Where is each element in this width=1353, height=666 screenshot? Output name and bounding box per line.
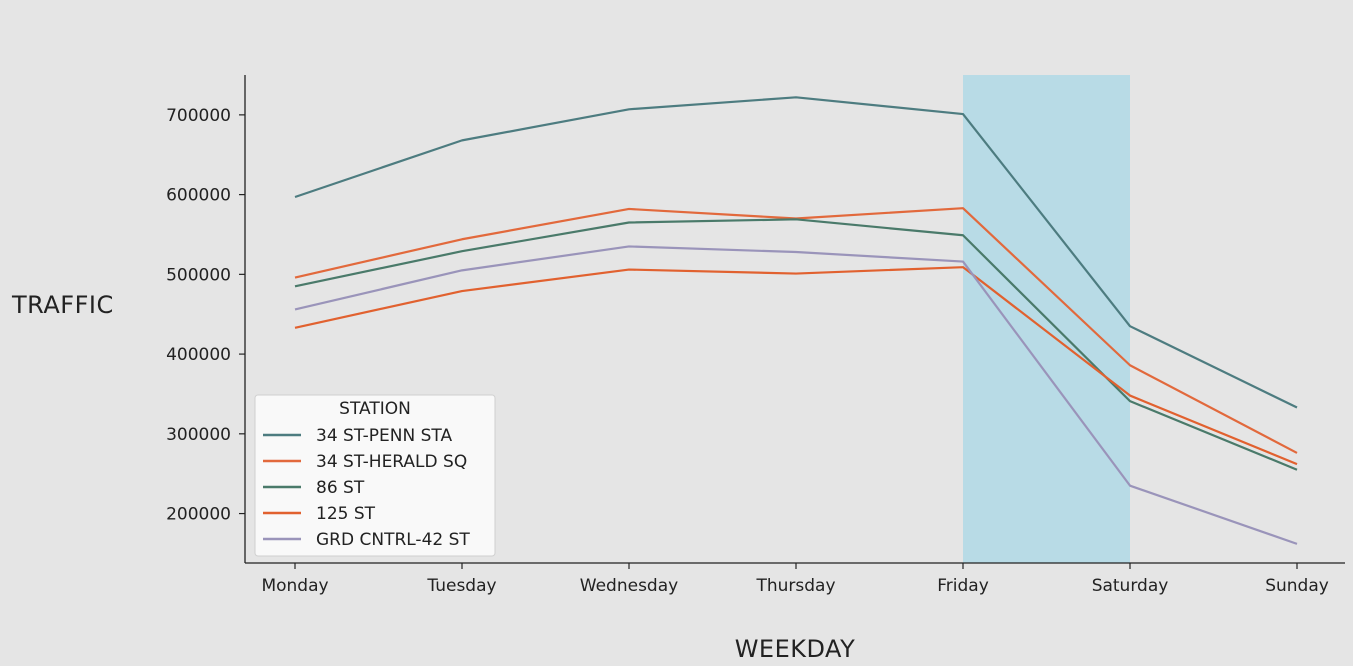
legend-item-label: 34 ST-HERALD SQ — [316, 452, 467, 472]
y-tick-label: 400000 — [166, 345, 231, 365]
series-line — [294, 218, 1298, 471]
legend-item-label: 34 ST-PENN STA — [316, 426, 452, 446]
x-axis-title: WEEKDAY — [735, 635, 856, 663]
series-line — [294, 266, 1298, 466]
y-tick-label: 600000 — [166, 186, 231, 206]
x-tick-label: Thursday — [755, 576, 835, 596]
legend-box — [254, 394, 496, 557]
y-tick-label: 200000 — [166, 505, 231, 525]
y-axis-title: TRAFFIC — [11, 291, 114, 319]
series-line — [294, 96, 1298, 409]
x-tick-label: Saturday — [1092, 576, 1169, 596]
legend-title: STATION — [339, 399, 411, 419]
y-axis-ticks: 200000 300000 400000 500000 600000 700000 — [166, 106, 245, 525]
legend-item-label: GRD CNTRL-42 ST — [316, 530, 470, 550]
series-layer — [294, 96, 1298, 545]
x-tick-label: Monday — [261, 576, 328, 596]
x-tick-label: Wednesday — [580, 576, 678, 596]
x-tick-label: Friday — [937, 576, 989, 596]
series-line — [294, 245, 1298, 545]
y-tick-label: 500000 — [166, 265, 231, 285]
x-tick-label: Sunday — [1265, 576, 1329, 596]
legend-item-label: 125 ST — [316, 504, 376, 524]
y-tick-label: 700000 — [166, 106, 231, 126]
legend-item-label: 86 ST — [316, 478, 365, 498]
x-axis-ticks: Monday Tuesday Wednesday Thursday Friday Satu… — [261, 563, 1329, 596]
legend-items: 34 ST-PENN STA 34 ST-HERALD SQ 86 ST 125 ST… — [263, 426, 470, 550]
x-tick-label: Tuesday — [426, 576, 496, 596]
legend: STATION 34 ST-PENN STA 34 ST-HERALD SQ 86 … — [254, 394, 496, 557]
y-tick-label: 300000 — [166, 425, 231, 445]
